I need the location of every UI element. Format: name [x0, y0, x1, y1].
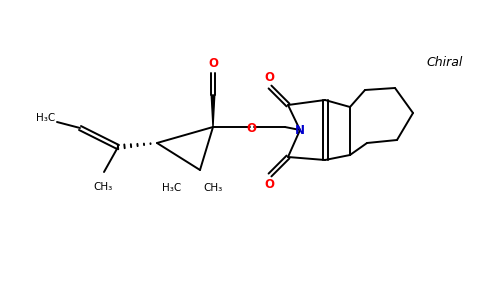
- Text: O: O: [208, 57, 218, 70]
- Text: O: O: [264, 71, 274, 84]
- Text: H₃C: H₃C: [162, 183, 182, 193]
- Text: Chiral: Chiral: [427, 56, 463, 68]
- Text: CH₃: CH₃: [93, 182, 113, 192]
- Text: H₃C: H₃C: [36, 113, 56, 123]
- Text: CH₃: CH₃: [203, 183, 223, 193]
- Text: N: N: [295, 124, 305, 137]
- Text: O: O: [246, 122, 256, 134]
- Text: O: O: [264, 178, 274, 191]
- Polygon shape: [211, 95, 215, 127]
